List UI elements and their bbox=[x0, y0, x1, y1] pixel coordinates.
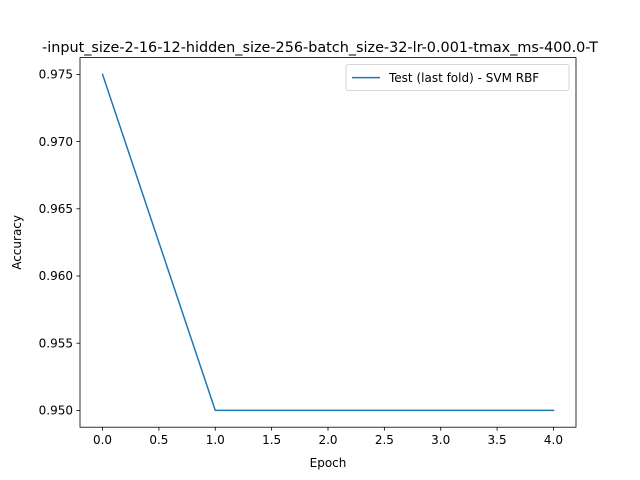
y-tick-label: 0.950 bbox=[39, 404, 73, 418]
x-axis-ticks: 0.0 0.5 1.0 1.5 2.0 2.5 3.0 3.5 4.0 bbox=[93, 427, 563, 447]
y-tick-label: 0.960 bbox=[39, 269, 73, 283]
y-tick-label: 0.975 bbox=[39, 68, 73, 82]
series-layer bbox=[101, 73, 555, 412]
legend-label: Test (last fold) - SVM RBF bbox=[388, 71, 539, 85]
plot-area bbox=[80, 57, 576, 428]
x-tick-label: 1.5 bbox=[262, 433, 281, 447]
y-tick-label: 0.970 bbox=[39, 135, 73, 149]
y-axis-ticks: 0.950 0.955 0.960 0.965 0.970 0.975 bbox=[39, 68, 80, 418]
x-tick-label: 2.5 bbox=[375, 433, 394, 447]
x-axis-label: Epoch bbox=[310, 456, 347, 470]
chart-title: -input_size-2-16-12-hidden_size-256-batc… bbox=[42, 40, 598, 56]
x-tick-label: 3.0 bbox=[431, 433, 450, 447]
x-tick-label: 1.0 bbox=[206, 433, 225, 447]
x-tick-label: 2.0 bbox=[318, 433, 337, 447]
x-tick-label: 0.0 bbox=[93, 433, 112, 447]
legend: Test (last fold) - SVM RBF bbox=[345, 64, 570, 91]
x-tick-label: 4.0 bbox=[544, 433, 563, 447]
legend-box bbox=[345, 64, 570, 91]
y-tick-label: 0.965 bbox=[39, 202, 73, 216]
y-axis-label: Accuracy bbox=[10, 215, 24, 270]
series-line bbox=[101, 73, 555, 412]
y-tick-label: 0.955 bbox=[39, 336, 73, 350]
plot-frame bbox=[79, 57, 577, 428]
x-tick-label: 3.5 bbox=[488, 433, 507, 447]
x-tick-label: 0.5 bbox=[149, 433, 168, 447]
